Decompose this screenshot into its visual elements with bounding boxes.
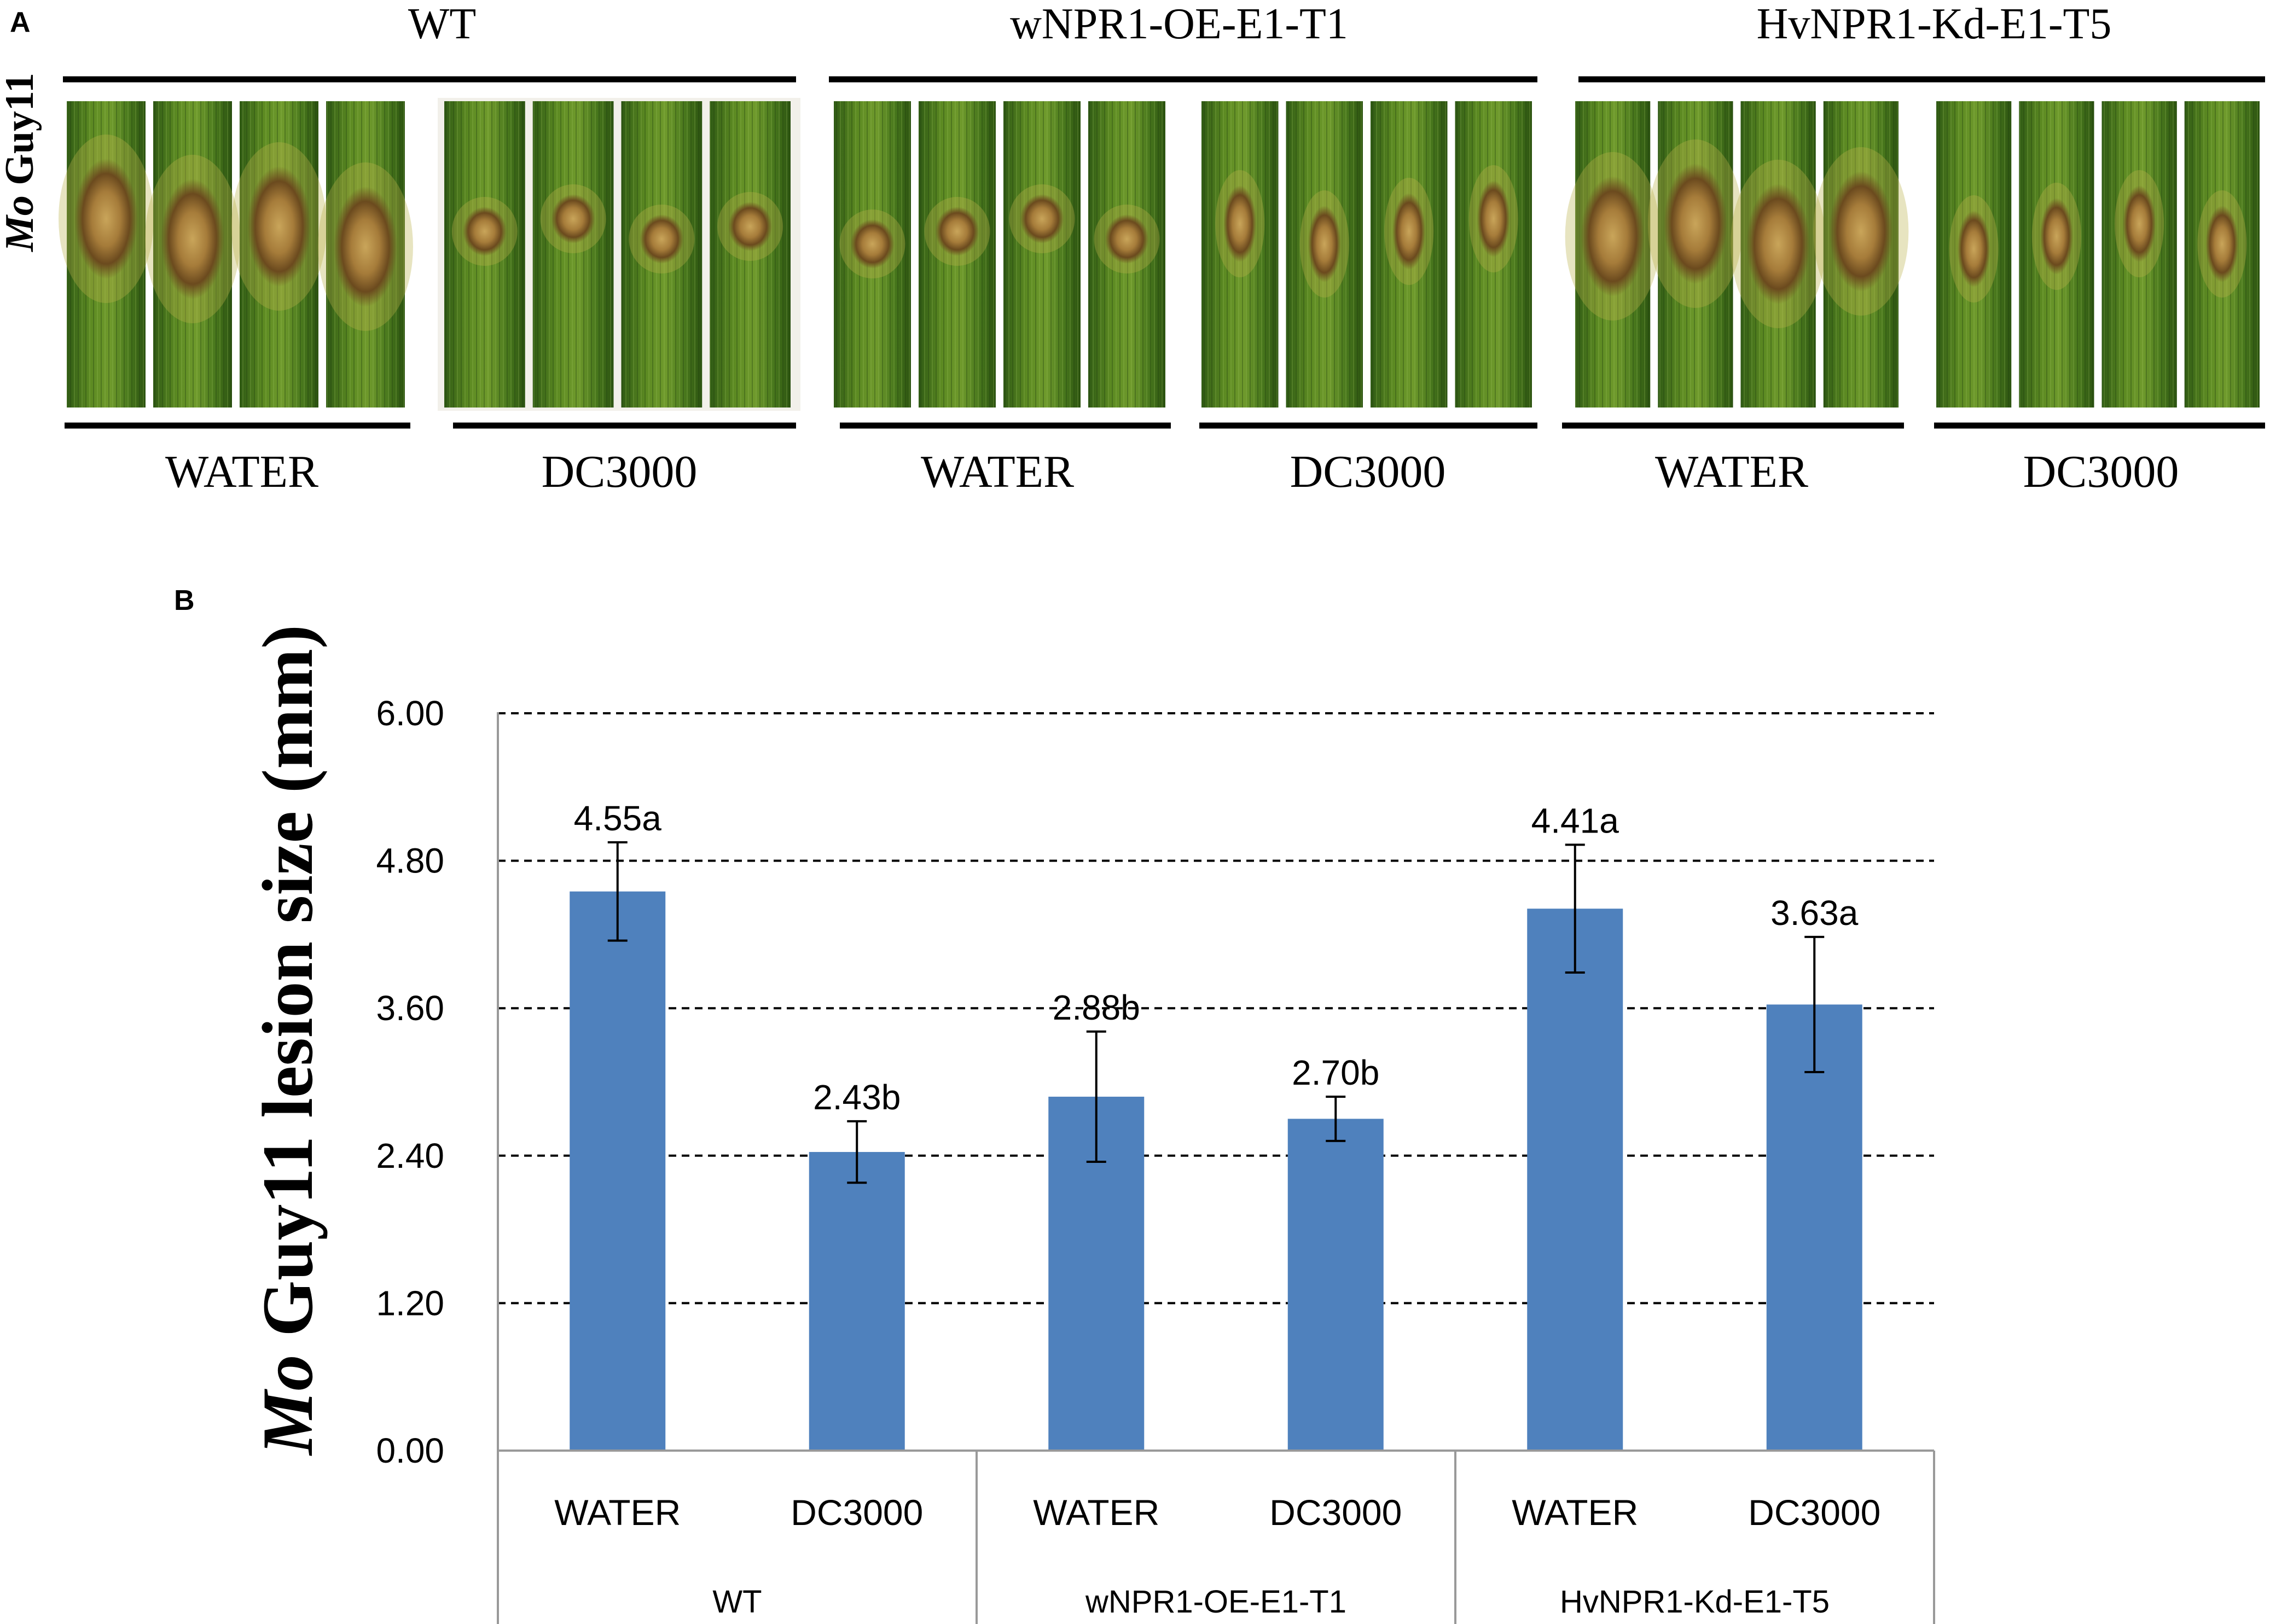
lesion [1020,194,1064,243]
leaf-veins [1003,101,1081,408]
y-axis-label-italic: Mo [247,1355,328,1456]
lesion [1392,193,1426,270]
data-labels: 4.55a 2.43b 2.88b 2.70b 4.41a 3.63a [574,799,1859,1117]
treatment-label: DC3000 [1290,446,1446,497]
treatment-label: DC3000 [2023,446,2179,497]
data-label: 2.43b [813,1078,901,1117]
bar [1287,1119,1384,1451]
lesion [462,207,507,256]
lesion [247,166,311,287]
lesion [850,219,895,269]
x-category-label: DC3000 [1748,1492,1880,1533]
x-category-label: WATER [1033,1492,1159,1533]
panel-b-label: B [174,585,195,616]
data-label: 4.55a [574,799,662,838]
data-label: 2.88b [1053,988,1140,1027]
x-category-label: WATER [1512,1492,1638,1533]
panel-a-row-label: Mo Guy11 [0,73,42,252]
treatment-label: WATER [1655,446,1808,497]
lesion [640,214,684,264]
bars [570,891,1862,1451]
treatment-label: WATER [921,446,1074,497]
lesion [2040,198,2073,275]
leaf-veins [532,101,614,408]
treatment-label: DC3000 [542,446,698,497]
leaf-photos [59,98,2260,411]
data-label: 2.70b [1292,1053,1379,1092]
leaf-veins [710,101,791,408]
y-tick-label: 0.00 [376,1431,444,1470]
bar [1766,1004,1862,1451]
panel-a-label: A [10,7,31,38]
y-tick-label: 4.80 [376,841,444,881]
y-tick-label: 1.20 [376,1283,444,1323]
lesion [551,194,595,243]
x-group-label: wNPR1-OE-E1-T1 [1085,1584,1346,1620]
lesion [1746,184,1810,304]
y-axis-label: Mo Guy11 lesion size (mm) [247,625,328,1456]
lesion [2123,185,2156,262]
data-label: 3.63a [1770,893,1859,933]
lesion [1308,206,1341,282]
lesion [935,207,979,256]
lesion [334,187,397,307]
lesion [1663,164,1727,284]
bar [809,1152,905,1451]
lesion [1957,211,1990,287]
gridlines [498,712,1934,1305]
lesion [161,179,224,299]
x-group-label: WT [712,1584,762,1620]
x-group-labels: WT wNPR1-OE-E1-T1 HvNPR1-Kd-E1-T5 [712,1584,1830,1620]
x-category-label: WATER [554,1492,681,1533]
bar [570,891,666,1451]
y-axis-label-rest: Guy11 lesion size (mm) [247,625,328,1355]
lesion [1581,176,1645,296]
x-category-label: DC3000 [791,1492,923,1533]
lesion [74,159,138,279]
y-tick-label: 2.40 [376,1136,444,1175]
lesion [2205,206,2239,282]
axes [497,712,1935,1624]
lesion [1829,171,1893,292]
row-label-italic: Mo [0,195,42,252]
lesion [728,202,773,251]
x-category-labels: WATER DC3000 WATER DC3000 WATER DC3000 [554,1492,1880,1533]
x-category-label: DC3000 [1269,1492,1402,1533]
lesion [1477,181,1510,257]
lesion [1223,185,1257,262]
row-label-rest: Guy11 [0,73,42,195]
treatment-label: WATER [165,446,318,497]
y-tick-label: 3.60 [376,988,444,1028]
y-tick-label: 6.00 [376,694,444,733]
genotype-header: WT [408,0,476,48]
genotype-header: wNPR1-OE-E1-T1 [1010,0,1348,48]
bar [1527,909,1623,1451]
y-tick-labels: 0.00 1.20 2.40 3.60 4.80 6.00 [376,694,444,1470]
data-label: 4.41a [1531,801,1619,840]
genotype-header: HvNPR1-Kd-E1-T5 [1757,0,2112,48]
panel-a: A Mo Guy11 WT wNPR1-OE-E1-T1 HvNPR1-Kd-E… [0,0,2265,497]
error-bars [607,841,1825,1184]
panel-b: B Mo Guy11 lesion size (mm) 0.00 1.20 2.40… [174,585,1935,1624]
lesion [1105,214,1149,264]
x-group-label: HvNPR1-Kd-E1-T5 [1560,1584,1830,1620]
